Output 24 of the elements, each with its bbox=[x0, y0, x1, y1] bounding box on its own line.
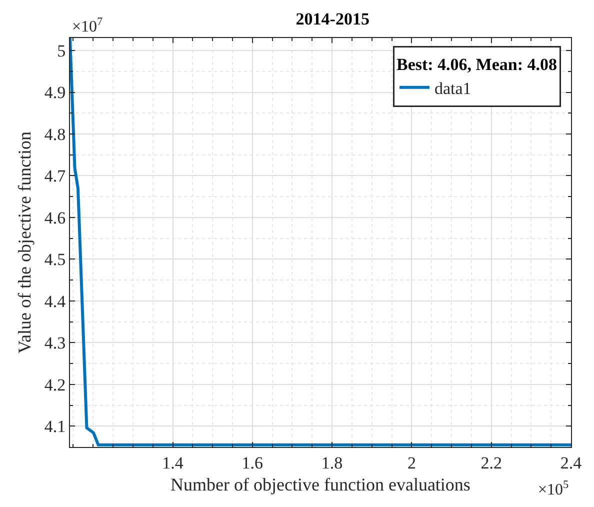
y-tick-label: 4.1 bbox=[44, 417, 66, 436]
y-tick-label: 4.9 bbox=[44, 83, 66, 102]
y-tick-label: 4.7 bbox=[44, 166, 66, 186]
x-tick-label: 2 bbox=[407, 453, 416, 472]
y-tick-label: 4.4 bbox=[44, 292, 66, 311]
x-tick-label: 1.4 bbox=[162, 453, 184, 472]
y-tick-label: 4.3 bbox=[44, 334, 66, 353]
legend-label: data1 bbox=[434, 78, 472, 98]
x-axis-title: Number of objective function evaluations bbox=[170, 474, 470, 494]
x-tick-label: 1.6 bbox=[242, 453, 264, 472]
x-tick-label: 2.2 bbox=[480, 453, 502, 472]
y-tick-label: 4.2 bbox=[44, 375, 66, 394]
text: ×10$^{5}$ bbox=[538, 479, 570, 499]
legend-title: Best: 4.06, Mean: 4.08 bbox=[396, 54, 558, 74]
line-series bbox=[70, 38, 571, 446]
chart-title: 2014-2015 bbox=[296, 10, 370, 29]
y-tick-label: 4.5 bbox=[44, 250, 66, 270]
y-axis-title: Value of the objective function bbox=[14, 132, 35, 354]
text: ×10$^{7}$ bbox=[72, 16, 104, 36]
x-tick-label: 2.4 bbox=[560, 453, 582, 472]
x-tick-label: 1.8 bbox=[321, 453, 343, 472]
y-tick-label: 4.6 bbox=[44, 208, 66, 228]
y-tick-label: 5 bbox=[57, 41, 66, 60]
y-tick-label: 4.8 bbox=[44, 124, 66, 144]
